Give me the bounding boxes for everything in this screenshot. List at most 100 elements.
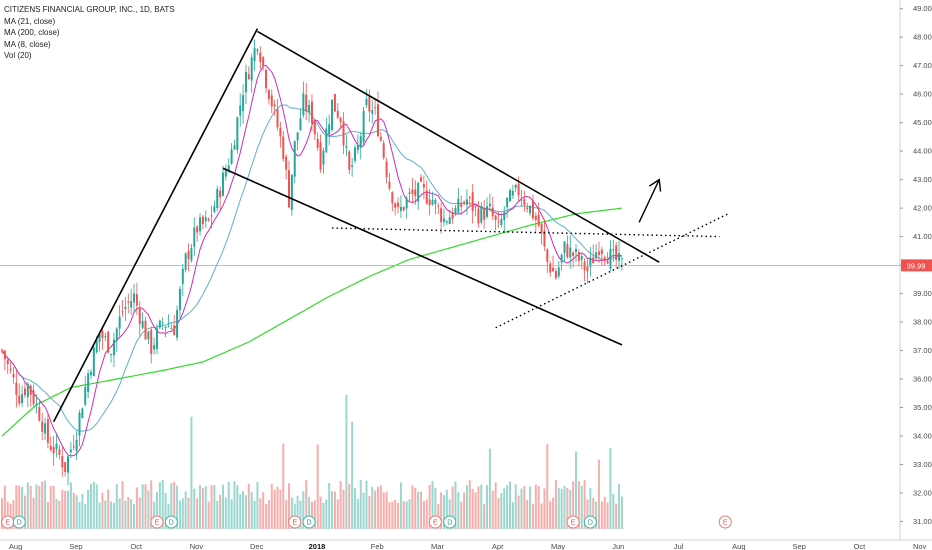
volume-bar [491, 490, 494, 529]
volume-bar [187, 497, 190, 529]
candle-body [333, 93, 336, 112]
volume-bar [190, 416, 193, 529]
volume-bar [569, 490, 572, 529]
candle-body [184, 253, 187, 270]
y-tick-label: 34.00 [913, 431, 932, 440]
candle-body [394, 203, 397, 208]
candle-body [12, 374, 15, 378]
volume-bar [448, 499, 451, 529]
dividend-marker [164, 515, 178, 529]
candle-body [356, 144, 359, 150]
candle-body [265, 70, 268, 89]
legend-volume: Vol (20) [4, 51, 32, 60]
candle-body [9, 368, 12, 371]
candle-body [167, 325, 170, 327]
candle-body [32, 390, 35, 405]
y-tick-label: 33.00 [913, 460, 932, 469]
candle-body [78, 412, 81, 436]
volume-bar [477, 486, 480, 529]
dotted-support-line [495, 213, 729, 329]
candle-body [253, 48, 256, 62]
candle-body [486, 206, 489, 217]
volume-bar [296, 495, 299, 529]
volume-bar [247, 483, 250, 529]
candle-body [107, 331, 110, 353]
candle-body [64, 462, 67, 472]
volume-bar [540, 503, 543, 529]
candle-body [460, 203, 463, 207]
volume-bar [92, 481, 95, 529]
marker-label: E [292, 520, 297, 527]
volume-bar [431, 481, 434, 529]
volume-bar [58, 500, 61, 529]
volume-bar [503, 488, 506, 529]
volume-bar [451, 486, 454, 529]
volume-bar [388, 502, 391, 529]
candle-body [138, 307, 141, 324]
candle-body [38, 407, 41, 421]
candle-body [176, 309, 179, 338]
volume-bar [468, 480, 471, 529]
volume-bar [618, 483, 621, 529]
marker-label: E [571, 520, 576, 527]
marker-label: D [447, 520, 452, 527]
volume-bar [597, 459, 600, 529]
candle-body [612, 249, 615, 251]
candle-body [402, 207, 405, 211]
volume-bar [299, 500, 302, 529]
volume-bar [566, 488, 569, 529]
x-tick-label: Oct [854, 542, 867, 550]
candle-body [270, 95, 273, 107]
candle-body [597, 251, 600, 256]
volume-bar [428, 484, 431, 529]
volume-bar [577, 481, 580, 529]
candle-body [506, 197, 509, 208]
volume-bar [184, 491, 187, 529]
candle-body [135, 294, 138, 306]
dividend-marker [12, 515, 26, 529]
candle-body [230, 149, 233, 164]
candle-body [55, 443, 58, 450]
volume-bar [486, 485, 489, 529]
volume-bar [442, 495, 445, 529]
volume-bar [124, 500, 127, 529]
candle-body [221, 172, 224, 196]
candle-body [517, 183, 520, 196]
volume-bar [620, 496, 623, 529]
earnings-marker [428, 515, 442, 529]
volume-bar [230, 499, 233, 529]
volume-bar [6, 501, 9, 529]
candle-body [603, 257, 606, 260]
x-tick-label: Oct [130, 542, 143, 550]
volume-bar [285, 499, 288, 529]
candle-body [313, 122, 316, 135]
candle-body [130, 301, 133, 308]
volume-bar [115, 483, 118, 529]
candle-body [72, 446, 75, 448]
candle-body [199, 217, 202, 232]
candle-body [595, 252, 598, 259]
candle-body [422, 184, 425, 188]
candle-body [190, 248, 193, 261]
candle-body [405, 198, 408, 209]
volume-bar [319, 496, 322, 529]
volume-bar [233, 481, 236, 529]
candle-body [61, 456, 64, 468]
volume-bar [302, 491, 305, 529]
volume-bar [15, 485, 18, 529]
y-tick-label: 36.00 [913, 375, 932, 384]
volume-bar [362, 492, 365, 529]
candle-body [288, 170, 290, 208]
volume-bar [170, 483, 173, 529]
volume-bar [181, 498, 184, 529]
y-tick-label: 32.00 [913, 488, 932, 497]
candle-body [21, 393, 24, 404]
candle-body [69, 449, 72, 453]
volume-bar [399, 482, 402, 529]
x-tick-label: Feb [371, 542, 384, 550]
volume-bar [81, 493, 84, 529]
volume-bar [583, 480, 586, 529]
candle-body [497, 221, 500, 223]
candle-body [29, 385, 32, 395]
